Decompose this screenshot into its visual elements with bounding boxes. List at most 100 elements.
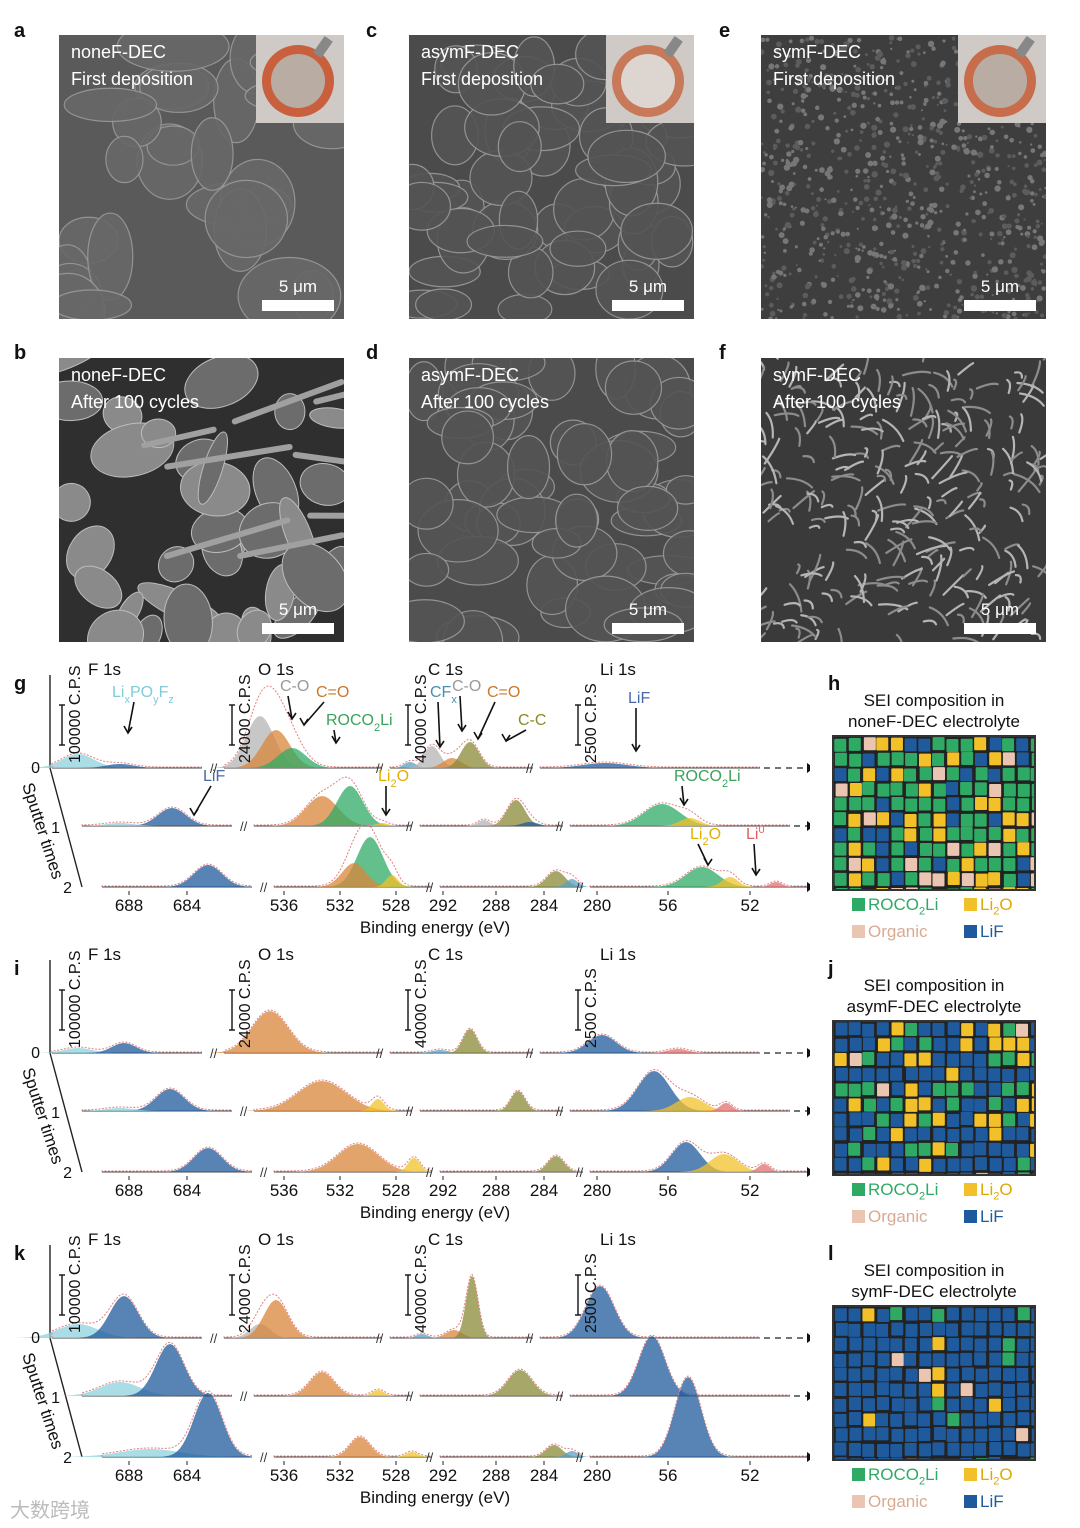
svg-text://: // (526, 1331, 534, 1346)
x-tick-label: 56 (659, 1181, 678, 1200)
x-tick-label: 52 (741, 1466, 760, 1485)
region-label: Li 1s (600, 1230, 636, 1249)
sputter-tick: 2 (63, 1165, 72, 1182)
legend-label: ROCO2Li (868, 1465, 939, 1488)
region-label: Li 1s (600, 945, 636, 964)
sputter-tick: 1 (51, 820, 60, 837)
sem-caption-line2: First deposition (71, 69, 194, 89)
sem-caption-line1: asymF-DEC (421, 365, 519, 385)
sem-caption-d: asymF-DEC After 100 cycles (421, 362, 549, 416)
legend-item-li2o: Li2O (964, 1465, 1013, 1487)
sem-caption-c: asymF-DEC First deposition (421, 39, 543, 93)
legend-label: Organic (868, 1492, 928, 1511)
coin-cell-inset (958, 35, 1046, 123)
sem-caption-line1: noneF-DEC (71, 42, 167, 62)
panel-letter-c: c (366, 20, 378, 42)
legend-swatch (964, 898, 977, 911)
legend-swatch (852, 1495, 865, 1508)
legend-item-li2o: Li2O (964, 895, 1013, 917)
legend-item-roco: ROCO2Li (852, 1465, 938, 1487)
scale-bar-a: 5 μm (262, 277, 334, 311)
legend-label: Li2O (980, 1465, 1013, 1488)
sei-grid-blocks (834, 1022, 1034, 1174)
intensity-scale-label: 100000 C.P.S (67, 1235, 84, 1333)
x-tick-label: 284 (530, 1181, 558, 1200)
legend-swatch (964, 1183, 977, 1196)
sem-caption-line1: asymF-DEC (421, 42, 519, 62)
svg-text://: // (576, 1450, 584, 1465)
scale-bar-label: 5 μm (278, 600, 318, 619)
scale-bar-line (964, 300, 1036, 311)
scale-bar-e: 5 μm (964, 277, 1036, 311)
legend-item-lif: LiF (964, 1207, 1004, 1227)
peak-annotation: LiF (628, 690, 650, 707)
x-tick-label: 684 (173, 896, 201, 915)
legend-label: ROCO2Li (868, 895, 939, 918)
sem-caption-line1: noneF-DEC (71, 365, 167, 385)
svg-text://: // (260, 1450, 268, 1465)
intensity-scale-label: 100000 C.P.S (67, 665, 84, 763)
panel-letter-d: d (366, 342, 379, 364)
scale-bar-label: 5 μm (278, 277, 318, 296)
sei-composition-grid (832, 1020, 1036, 1176)
scale-bar-label: 5 μm (980, 277, 1020, 296)
x-tick-label: 292 (429, 896, 457, 915)
scale-bar-line (612, 623, 684, 634)
sei-composition-title: SEI composition in asymF-DEC electrolyte (834, 975, 1034, 1017)
x-tick-label: 52 (741, 1181, 760, 1200)
svg-text://: // (376, 1046, 384, 1061)
x-tick-label: 684 (173, 1181, 201, 1200)
sem-texture (409, 358, 694, 642)
x-tick-label: 688 (115, 1181, 143, 1200)
legend-label: LiF (980, 1207, 1004, 1226)
peak-annotation: C=O (316, 684, 349, 701)
x-tick-label: 292 (429, 1181, 457, 1200)
panel-letter-l: l (828, 1243, 834, 1265)
x-axis-label: Binding energy (eV) (360, 1488, 510, 1507)
svg-text://: // (210, 761, 218, 776)
scale-bar-label: 5 μm (628, 277, 668, 296)
x-tick-label: 288 (482, 1181, 510, 1200)
x-tick-label: 528 (382, 1466, 410, 1485)
x-axis-label: Binding energy (eV) (360, 918, 510, 937)
sem-caption-b: noneF-DEC After 100 cycles (71, 362, 199, 416)
x-tick-label: 284 (530, 1466, 558, 1485)
legend-label: Li2O (980, 1180, 1013, 1203)
intensity-scale-label: 2500 C.P.S (583, 1253, 600, 1333)
sem-caption-line1: symF-DEC (773, 365, 861, 385)
panel-letter-a: a (14, 20, 26, 42)
scale-bar-d: 5 μm (612, 600, 684, 634)
legend-item-li2o: Li2O (964, 1180, 1013, 1202)
sei-composition-title: SEI composition in symF-DEC electrolyte (834, 1260, 1034, 1302)
intensity-scale-label: 40000 C.P.S (413, 959, 430, 1048)
svg-text://: // (556, 1104, 564, 1119)
sem-caption-line2: First deposition (773, 69, 896, 89)
region-label: C 1s (428, 945, 463, 964)
x-tick-label: 288 (482, 1466, 510, 1485)
legend-item-roco: ROCO2Li (852, 1180, 938, 1202)
svg-text://: // (376, 1331, 384, 1346)
coin-cell-photo (256, 35, 344, 123)
region-label: Li 1s (600, 660, 636, 679)
x-tick-label: 280 (583, 1181, 611, 1200)
coin-cell-photo (958, 35, 1046, 123)
svg-text://: // (260, 880, 268, 895)
coin-cell-inset (606, 35, 694, 123)
svg-text://: // (526, 1046, 534, 1061)
peak-annotation: Li2O (378, 768, 409, 790)
sem-image-c: asymF-DEC First deposition 5 μm (409, 35, 694, 319)
scale-bar-label: 5 μm (980, 600, 1020, 619)
sem-texture (761, 358, 1046, 642)
scale-bar-label: 5 μm (628, 600, 668, 619)
x-tick-label: 528 (382, 896, 410, 915)
sem-caption-f: symF-DEC After 100 cycles (773, 362, 901, 416)
xps-row-i: i//////////////////Sputter times 0 1 2 F 1s 1… (0, 940, 1036, 1230)
sputter-tick: 1 (51, 1390, 60, 1407)
region-label: F 1s (88, 1230, 121, 1249)
scale-bar-line (262, 300, 334, 311)
peak-annotation: Li0 (746, 824, 765, 843)
sei-title-line2: asymF-DEC electrolyte (846, 997, 1022, 1016)
